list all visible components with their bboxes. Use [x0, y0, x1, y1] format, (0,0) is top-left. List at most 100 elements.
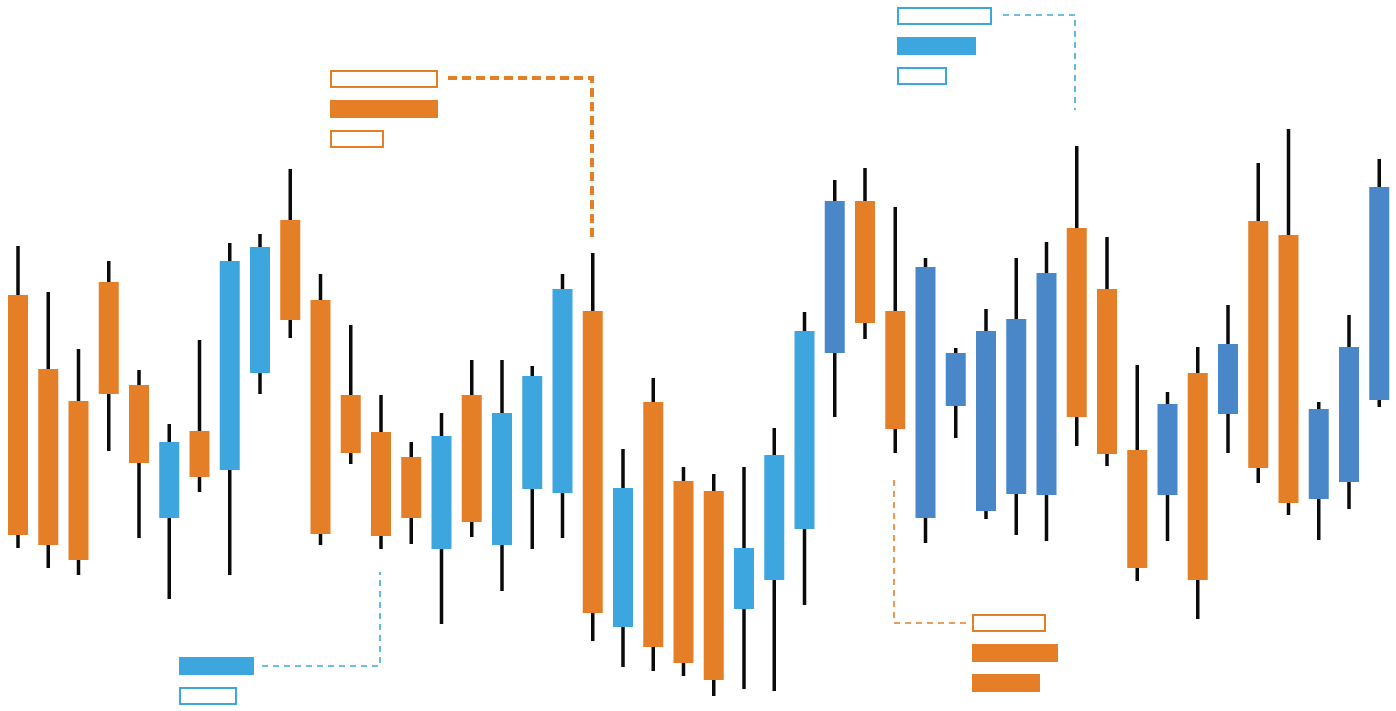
- annotation-filled-box: [330, 100, 438, 118]
- annotation-outline-box: [897, 67, 947, 85]
- candle-body: [855, 201, 875, 323]
- candle: [371, 395, 391, 549]
- candle-body: [734, 548, 754, 609]
- annotation-outline-box: [897, 7, 992, 25]
- candle-body: [1278, 235, 1299, 503]
- candle-body: [1097, 289, 1117, 454]
- candle: [1248, 163, 1269, 483]
- candle-body: [1218, 344, 1238, 414]
- candle: [1066, 146, 1087, 446]
- candle: [250, 234, 270, 394]
- candle: [976, 309, 996, 519]
- candle: [38, 292, 59, 568]
- candle-body: [219, 261, 240, 470]
- candle-body: [310, 300, 331, 534]
- candle: [945, 348, 966, 438]
- candle-body: [1187, 373, 1208, 580]
- annotation-outline-box: [972, 614, 1046, 632]
- candle: [461, 360, 482, 537]
- candle-layer: [8, 129, 1390, 696]
- candle: [1369, 159, 1390, 407]
- candle: [703, 474, 724, 696]
- candle-body: [522, 376, 543, 489]
- candle-body: [1339, 347, 1359, 482]
- candle: [1218, 305, 1238, 453]
- candle: [794, 312, 815, 605]
- candle-body: [643, 402, 664, 647]
- candle-body: [1157, 404, 1178, 495]
- candle-body: [280, 220, 301, 320]
- candle-body: [129, 385, 149, 463]
- annotation-filled-box: [972, 644, 1058, 662]
- annotation-2: [179, 572, 381, 705]
- candle-body: [885, 311, 906, 429]
- candle: [1308, 402, 1329, 540]
- candle: [885, 207, 906, 453]
- candle: [98, 261, 119, 451]
- candle-body: [764, 455, 785, 580]
- candle: [340, 325, 361, 464]
- candle: [643, 378, 664, 671]
- candle: [1127, 365, 1148, 581]
- candle: [219, 243, 240, 575]
- candle: [129, 370, 149, 538]
- candle-body: [1308, 409, 1329, 499]
- candle-body: [340, 395, 361, 453]
- candle: [280, 169, 301, 338]
- candle-body: [1006, 319, 1027, 494]
- candle: [734, 467, 754, 689]
- candle: [1339, 315, 1359, 509]
- candle: [552, 274, 573, 538]
- candle: [824, 180, 845, 417]
- annotation-3: [893, 478, 1058, 692]
- candle-body: [250, 247, 270, 373]
- annotation-0: [330, 70, 594, 238]
- annotation-outline-box: [330, 130, 384, 148]
- candle: [673, 467, 694, 676]
- candle-body: [98, 282, 119, 394]
- candle-body: [461, 395, 482, 522]
- candle-body: [38, 369, 59, 545]
- candle: [492, 360, 512, 591]
- candle: [1157, 392, 1178, 541]
- candle-body: [824, 201, 845, 353]
- candle: [189, 340, 210, 492]
- candle-body: [1369, 187, 1390, 400]
- candle: [613, 449, 633, 667]
- candle-body: [431, 436, 452, 549]
- candle-body: [976, 331, 996, 511]
- candle-body: [613, 488, 633, 627]
- candle: [764, 428, 785, 691]
- annotation-leader-line: [448, 76, 594, 238]
- candle-body: [1036, 273, 1057, 495]
- annotation-outline-box: [179, 687, 237, 705]
- candle-body: [189, 431, 210, 477]
- annotation-layer: [179, 7, 1076, 705]
- candle: [401, 442, 422, 544]
- candle-body: [945, 353, 966, 406]
- annotation-leader-line: [1003, 14, 1076, 110]
- candle: [1006, 258, 1027, 535]
- annotation-outline-box: [330, 70, 438, 88]
- candle-body: [68, 401, 89, 560]
- candle-body: [794, 331, 815, 529]
- candle-body: [1066, 228, 1087, 417]
- annotation-leader-line: [262, 572, 381, 667]
- candle: [310, 274, 331, 545]
- candle: [159, 424, 180, 599]
- candle-body: [8, 295, 28, 535]
- candle-body: [371, 432, 391, 536]
- candle: [431, 413, 452, 624]
- annotation-filled-box: [897, 37, 976, 55]
- candle: [8, 246, 28, 548]
- candle: [915, 258, 936, 543]
- candle-body: [1127, 450, 1148, 568]
- candle-body: [1248, 221, 1269, 468]
- candle: [522, 366, 543, 549]
- candle: [1187, 347, 1208, 619]
- candle-body: [673, 481, 694, 663]
- candle-body: [552, 289, 573, 493]
- annotation-filled-box: [972, 674, 1040, 692]
- candle-body: [401, 457, 422, 518]
